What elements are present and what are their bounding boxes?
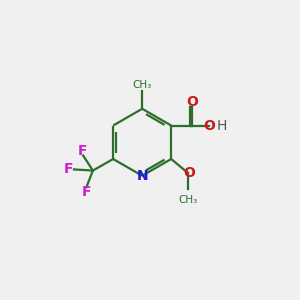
Text: F: F <box>82 185 91 199</box>
Text: O: O <box>186 95 198 110</box>
Text: N: N <box>136 169 148 183</box>
Text: CH₃: CH₃ <box>133 80 152 89</box>
Text: O: O <box>204 118 215 133</box>
Text: CH₃: CH₃ <box>178 195 197 205</box>
Text: F: F <box>64 162 74 176</box>
Text: F: F <box>78 144 88 158</box>
Text: H: H <box>217 118 227 133</box>
Text: O: O <box>183 166 195 180</box>
